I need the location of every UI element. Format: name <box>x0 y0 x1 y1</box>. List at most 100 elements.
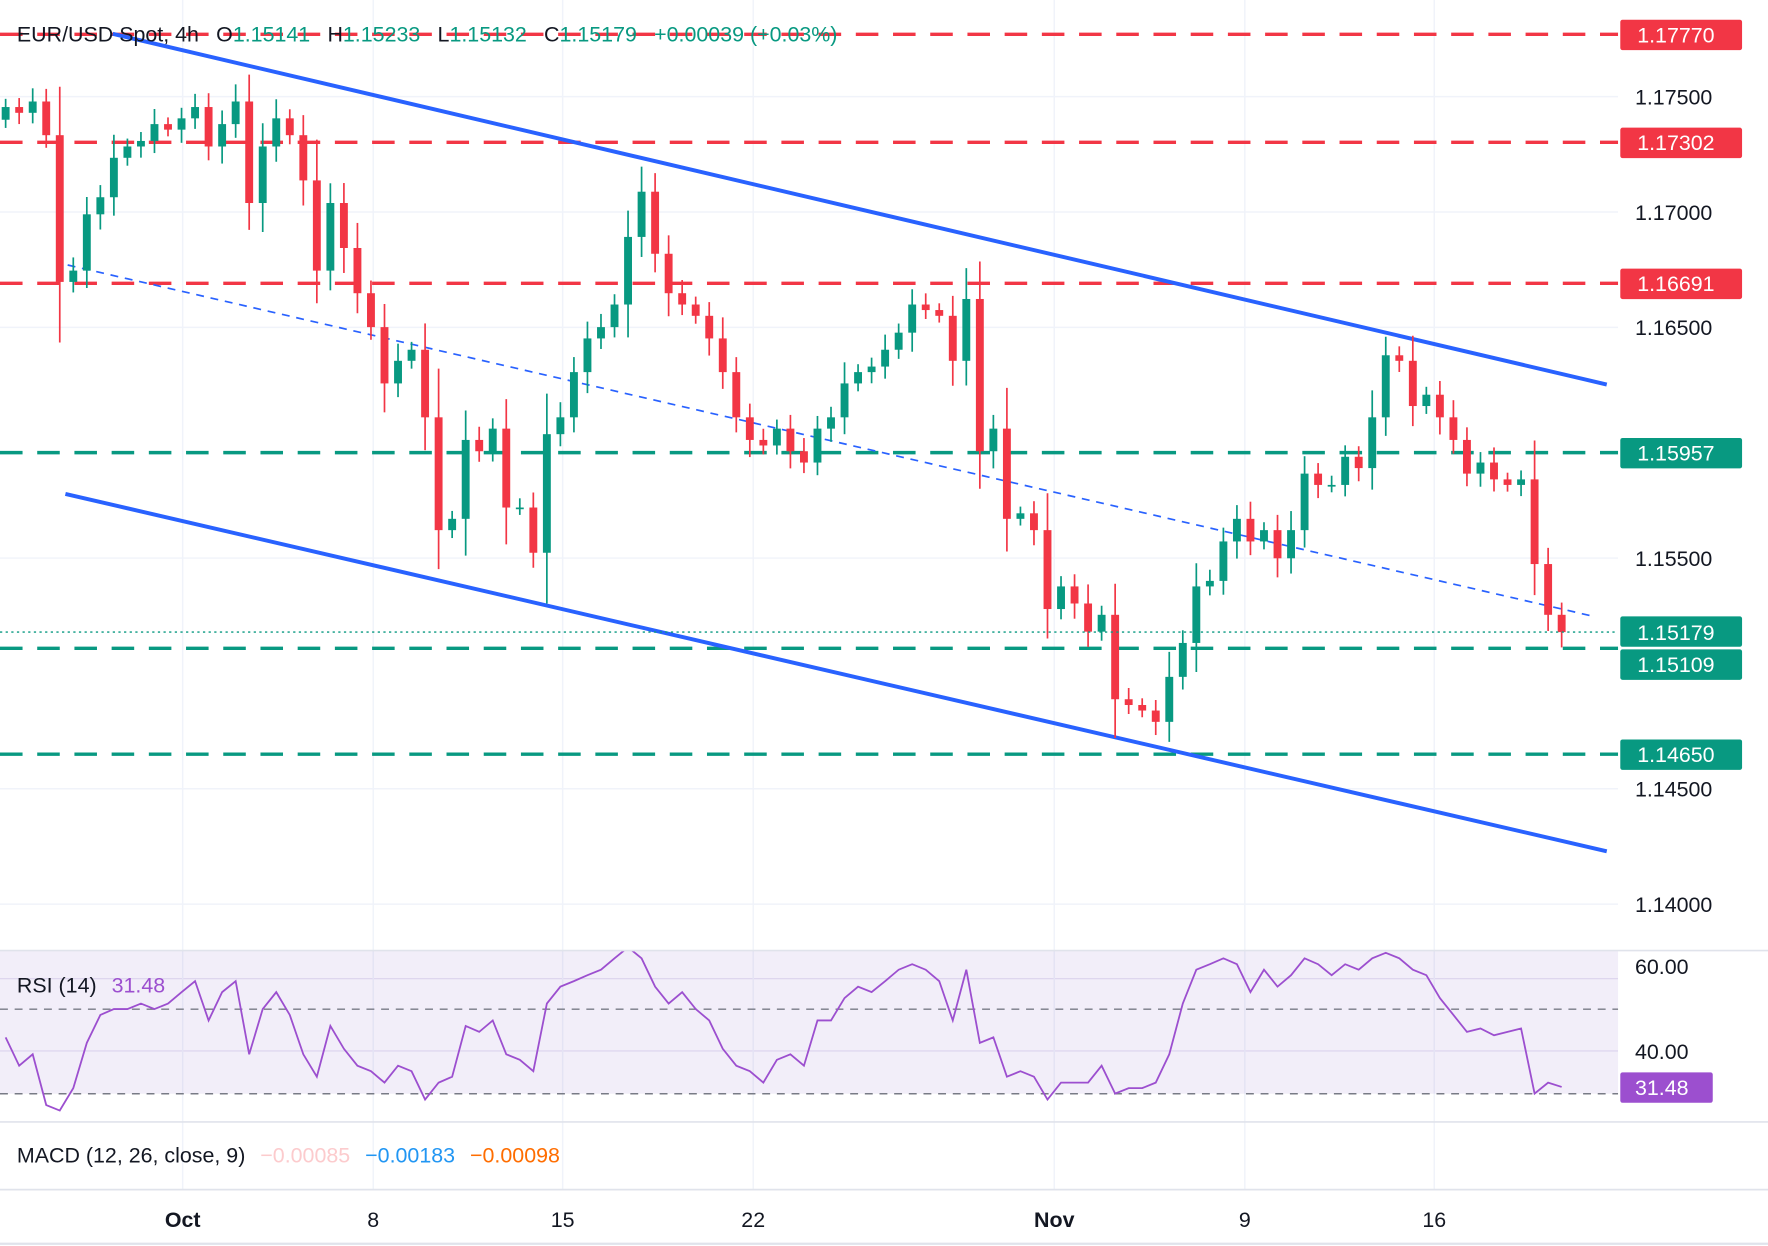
candle <box>786 414 795 469</box>
high-value: 1.15233 <box>343 23 420 47</box>
time-tick-label: 8 <box>367 1208 379 1232</box>
rsi-title: RSI (14) <box>17 973 97 997</box>
candle <box>610 294 619 338</box>
candle <box>799 438 808 474</box>
candle-body <box>1476 462 1485 474</box>
candle-body <box>164 124 172 130</box>
candle-body <box>651 191 660 254</box>
candle-body <box>177 118 186 130</box>
candle-body <box>1422 394 1431 407</box>
candle <box>948 295 957 386</box>
candle-body <box>1462 439 1471 474</box>
time-tick-label: 9 <box>1239 1208 1251 1232</box>
last-price-badge <box>1620 616 1743 647</box>
candle-body <box>136 140 145 147</box>
candle-body <box>529 507 538 553</box>
price-tick-label: 1.15500 <box>1635 547 1712 571</box>
rsi-tick-40: 40.00 <box>1635 1040 1689 1064</box>
resistance-level-badge <box>1620 268 1743 300</box>
candle <box>191 93 200 129</box>
candle-body <box>989 428 998 452</box>
candle <box>813 415 822 476</box>
candle-body <box>1354 456 1363 469</box>
candle-body <box>218 124 227 147</box>
candle-body <box>583 338 592 373</box>
candle <box>1381 336 1390 436</box>
resistance-level-badge <box>1620 19 1743 51</box>
candle <box>339 183 348 273</box>
time-tick-label: 22 <box>741 1208 765 1232</box>
candle-body <box>908 304 917 333</box>
price-level-badges: 1.17770 1.17302 1.16691 1.15957 1.15109 1.146… <box>1620 19 1743 770</box>
candle-body <box>921 304 930 311</box>
support-level-badge-text: 1.15109 <box>1637 653 1714 677</box>
candle-body <box>1300 473 1309 531</box>
price-axis[interactable]: 1.17500 1.17000 1.16500 1.15500 1.14500 1.140… <box>1635 86 1712 917</box>
candle <box>1260 522 1268 550</box>
candle <box>1341 445 1350 497</box>
candle <box>556 402 565 447</box>
candle-body <box>123 146 132 158</box>
candle-body <box>1 107 10 120</box>
candle-body <box>312 180 321 271</box>
candle <box>326 183 335 291</box>
macd-title: MACD (12, 26, close, 9) <box>17 1144 245 1168</box>
candle-body <box>1151 710 1160 722</box>
candle <box>42 88 51 148</box>
candle <box>1178 630 1187 690</box>
candle-body <box>637 191 646 237</box>
candle <box>705 302 714 356</box>
candle <box>1205 569 1214 596</box>
candle-body <box>1097 614 1106 632</box>
candle-body <box>204 107 213 147</box>
high-label: H <box>327 23 342 47</box>
candle <box>840 362 849 435</box>
rsi-value: 31.48 <box>112 973 166 997</box>
candle-body <box>488 428 497 452</box>
candle <box>1192 563 1201 672</box>
resistance-level-badge-text: 1.16691 <box>1637 272 1714 296</box>
candle-body <box>718 338 727 373</box>
candle <box>421 323 430 451</box>
candle <box>1165 651 1174 742</box>
rsi-line <box>4 950 1562 1112</box>
channel-lower-trendline[interactable] <box>64 491 1608 854</box>
candle <box>1273 514 1282 578</box>
rsi-tick-60: 60.00 <box>1635 955 1689 979</box>
macd-signal-value: −0.00098 <box>470 1144 560 1168</box>
candle-body <box>1016 513 1025 519</box>
candle <box>1030 501 1038 546</box>
time-tick-label: 16 <box>1422 1208 1446 1232</box>
channel-upper-trendline[interactable] <box>112 31 1608 387</box>
candle <box>448 510 457 539</box>
candle-body <box>948 315 957 361</box>
candle <box>854 364 863 392</box>
candle-body <box>339 203 348 248</box>
candle <box>732 357 741 433</box>
candle-body <box>299 135 308 181</box>
support-level-badge <box>1620 739 1743 770</box>
candle-body <box>827 417 835 429</box>
candle <box>461 410 470 556</box>
candle <box>1368 390 1377 490</box>
candle-body <box>691 304 700 316</box>
open-label: O <box>216 23 233 47</box>
candle <box>691 296 700 324</box>
candle <box>921 293 930 319</box>
candle <box>245 74 254 230</box>
change-value: +0.00039 (+0.03%) <box>654 23 837 47</box>
candle <box>1287 511 1295 574</box>
time-axis[interactable]: Oct 8 15 22 Nov 9 16 <box>165 1208 1446 1232</box>
candle-body <box>1043 530 1052 610</box>
candle <box>1 98 10 128</box>
candle <box>1314 463 1323 499</box>
resistance-level-badge-text: 1.17302 <box>1637 131 1714 155</box>
resistance-level-badge <box>1620 127 1743 159</box>
candle-body <box>150 124 159 141</box>
candle-body <box>894 332 903 350</box>
candle-body <box>1449 417 1458 440</box>
candle <box>1395 346 1404 372</box>
candle-body <box>1057 586 1065 610</box>
candle-body <box>285 118 294 136</box>
